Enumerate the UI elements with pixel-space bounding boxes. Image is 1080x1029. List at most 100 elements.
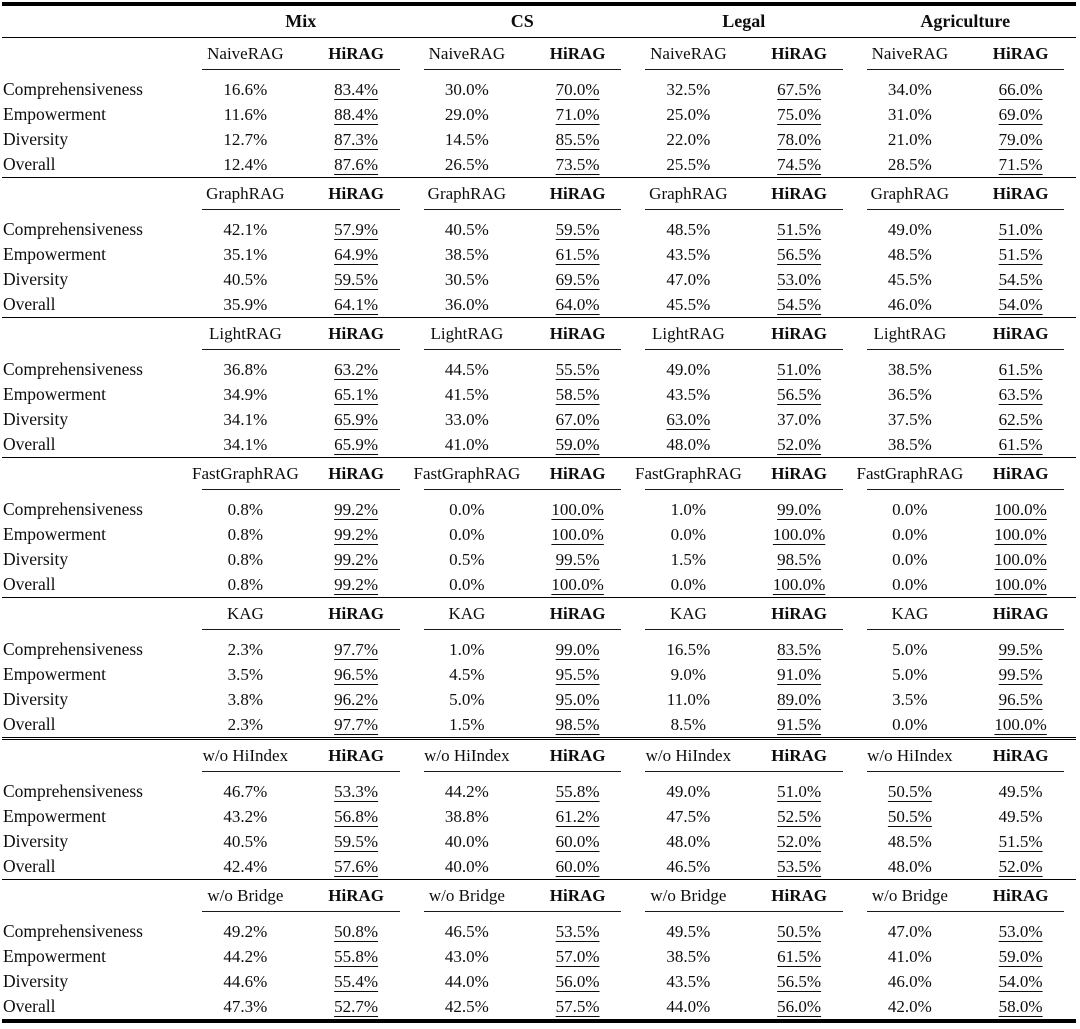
hirag-value-cell: 69.0%: [965, 102, 1076, 127]
hirag-value: 54.5%: [998, 269, 1043, 289]
baseline-value-cell: 2.3%: [190, 712, 301, 737]
hirag-value-cell: 61.2%: [522, 804, 633, 829]
table-row: Overall 0.8% 99.2% 0.0% 100.0% 0.0% 100.0% 0.0%…: [2, 572, 1076, 597]
baseline-value-cell: 9.0%: [633, 662, 744, 687]
metric-label: Empowerment: [3, 244, 107, 264]
hirag-value-cell: 60.0%: [522, 854, 633, 879]
baseline-value: 32.5%: [666, 79, 711, 99]
hirag-value-cell: 51.0%: [744, 779, 855, 804]
hirag-value: 69.0%: [998, 104, 1043, 124]
block-header-row-lightrag: LightRAG HiRAG LightRAG HiRAG LightRAG HiRAG L…: [2, 318, 1076, 349]
metric-label: Empowerment: [3, 384, 107, 404]
baseline-value-cell: 11.6%: [190, 102, 301, 127]
hirag-value-cell: 52.7%: [301, 994, 412, 1019]
metric-label: Overall: [3, 294, 56, 314]
baseline-value-cell: 43.5%: [633, 382, 744, 407]
cmid-rule-line: [645, 69, 843, 70]
hirag-value: 63.2%: [334, 359, 379, 379]
hirag-value: 73.5%: [555, 154, 600, 174]
cmid-cell: [633, 629, 855, 637]
baseline-value-cell: 12.7%: [190, 127, 301, 152]
hirag-column-header: HiRAG: [328, 745, 384, 765]
hirag-value: 59.5%: [334, 831, 379, 851]
baseline-value-cell: 47.3%: [190, 994, 301, 1019]
cmid-cell: [855, 629, 1077, 637]
hirag-value-cell: 37.0%: [744, 407, 855, 432]
hirag-value-cell: 55.8%: [522, 779, 633, 804]
hirag-value: 100.0%: [994, 499, 1047, 519]
baseline-value-cell: 49.2%: [190, 919, 301, 944]
hirag-value: 100.0%: [551, 524, 604, 544]
cmid-rule-line: [423, 771, 621, 773]
hirag-value: 57.6%: [334, 856, 379, 876]
baseline-value-cell: 40.5%: [190, 829, 301, 854]
baseline-value: 1.5%: [670, 549, 707, 569]
baseline-value-cell: 48.5%: [855, 242, 966, 267]
hirag-value-cell: 97.7%: [301, 712, 412, 737]
metric-label: Empowerment: [3, 664, 107, 684]
baseline-value-cell: 0.0%: [633, 522, 744, 547]
baseline-value-cell: 0.0%: [412, 522, 523, 547]
baseline-value-cell: 8.5%: [633, 712, 744, 737]
table-row: Empowerment 44.2% 55.8% 43.0% 57.0% 38.5% 61.5…: [2, 944, 1076, 969]
cmid-cell: [633, 771, 855, 779]
baseline-value: 0.0%: [892, 524, 928, 544]
baseline-value: 11.0%: [666, 689, 711, 709]
baseline-value: 46.0%: [887, 971, 932, 991]
hirag-value-cell: 78.0%: [744, 127, 855, 152]
hirag-value-cell: 97.7%: [301, 637, 412, 662]
metric-label: Diversity: [3, 549, 69, 569]
baseline-value-cell: 37.5%: [855, 407, 966, 432]
hirag-value: 59.0%: [555, 434, 600, 454]
hirag-value-cell: 89.0%: [744, 687, 855, 712]
baseline-value-cell: 48.0%: [855, 854, 966, 879]
hirag-column-header: HiRAG: [549, 43, 606, 63]
hirag-value: 95.5%: [555, 664, 600, 684]
baseline-column-header: FastGraphRAG: [192, 463, 299, 483]
cmid-rule-line: [866, 489, 1064, 490]
hirag-value-cell: 99.5%: [965, 637, 1076, 662]
baseline-value: 0.0%: [892, 549, 928, 569]
hirag-value: 52.0%: [777, 434, 822, 454]
block-separator-rule-line: [2, 177, 1076, 178]
baseline-value: 44.2%: [444, 781, 489, 801]
table-row: Diversity 44.6% 55.4% 44.0% 56.0% 43.5% 56.5% 4…: [2, 969, 1076, 994]
baseline-value: 46.5%: [444, 921, 489, 941]
baseline-value: 44.2%: [223, 946, 268, 966]
table-bottom-rule-line: [2, 1019, 1076, 1024]
hirag-column-header: HiRAG: [328, 323, 384, 343]
baseline-value: 25.5%: [666, 154, 711, 174]
cmid-cell: [855, 911, 1077, 919]
baseline-value: 44.0%: [666, 996, 711, 1016]
cmid-rule-line: [423, 629, 621, 630]
block-header-row-kag: KAG HiRAG KAG HiRAG KAG HiRAG KAG HiRAG: [2, 598, 1076, 629]
hirag-value: 64.1%: [334, 294, 379, 314]
baseline-value: 2.3%: [227, 639, 264, 659]
hirag-column-header: HiRAG: [771, 323, 827, 343]
hirag-value-cell: 83.4%: [301, 77, 412, 102]
hirag-value-cell: 51.0%: [744, 357, 855, 382]
baseline-value-cell: 44.5%: [412, 357, 523, 382]
hirag-column-header: HiRAG: [992, 43, 1049, 63]
hirag-column-header: HiRAG: [549, 745, 606, 765]
hirag-value: 89.0%: [777, 689, 822, 709]
hirag-value-cell: 99.5%: [965, 662, 1076, 687]
baseline-value-cell: 22.0%: [633, 127, 744, 152]
hirag-value: 65.1%: [334, 384, 379, 404]
baseline-value: 35.1%: [223, 244, 268, 264]
baseline-value-cell: 49.0%: [855, 217, 966, 242]
hirag-value: 62.5%: [998, 409, 1043, 429]
hirag-value-cell: 56.0%: [744, 994, 855, 1019]
hirag-value: 64.0%: [555, 294, 600, 314]
block-separator-rule: [2, 737, 1076, 741]
stub-cell: [2, 209, 190, 217]
baseline-value-cell: 42.5%: [412, 994, 523, 1019]
hirag-value-cell: 83.5%: [744, 637, 855, 662]
hirag-value-cell: 54.5%: [965, 267, 1076, 292]
hirag-value-cell: 85.5%: [522, 127, 633, 152]
hirag-value: 85.5%: [555, 129, 600, 149]
baseline-value: 48.0%: [666, 434, 711, 454]
hirag-value: 58.0%: [998, 996, 1043, 1016]
baseline-value-cell: 36.5%: [855, 382, 966, 407]
